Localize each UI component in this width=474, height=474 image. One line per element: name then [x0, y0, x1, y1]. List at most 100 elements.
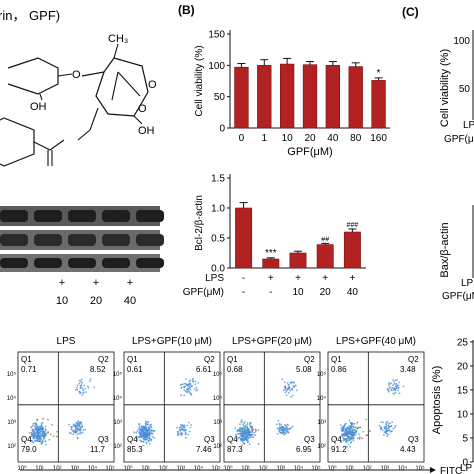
flow-event-dot: [246, 421, 249, 424]
flow-x-tick-label: 10⁴: [88, 465, 98, 472]
quadrant-value: 0.71: [21, 365, 37, 374]
flow-event-dot: [291, 425, 294, 428]
flow-event-dot: [188, 380, 191, 383]
c-row-label: LPS: [463, 120, 474, 131]
flow-plot-frame: [327, 351, 425, 463]
flow-event-dot: [353, 431, 356, 434]
flow-event-dot: [89, 380, 91, 382]
flow-y-tick-label: 10³: [213, 420, 222, 426]
c-viability-ytick: 50: [459, 84, 471, 95]
quadrant-value: 85.3: [127, 445, 143, 454]
apoptosis-tick-label: 20: [457, 362, 469, 373]
flow-event-dot: [388, 425, 391, 428]
flow-event-dot: [289, 389, 292, 392]
quadrant-label: Q3: [204, 435, 215, 444]
flow-event-dot: [31, 435, 34, 438]
flow-x-tick-label: 10⁴: [294, 465, 304, 472]
flow-event-dot: [250, 433, 253, 436]
flow-event-dot: [397, 389, 400, 392]
y-tick-label: 50: [214, 92, 226, 103]
flow-event-dot: [257, 429, 260, 431]
flow-event-dot: [245, 436, 248, 439]
quadrant-value: 5.08: [296, 365, 312, 374]
flow-event-dot: [79, 422, 81, 425]
flow-event-dot: [335, 436, 338, 439]
flow-event-dot: [387, 389, 389, 391]
flow-event-dot: [140, 435, 143, 438]
flow-event-dot: [281, 426, 283, 429]
flow-event-dot: [284, 391, 287, 394]
flow-event-dot: [394, 391, 397, 394]
blot-band: [0, 258, 28, 268]
flow-event-dot: [49, 433, 52, 436]
flow-event-dot: [180, 383, 183, 386]
flow-event-dot: [245, 432, 248, 434]
flow-event-dot: [144, 422, 147, 425]
y-axis-label: Bcl-2/β-actin: [194, 195, 205, 251]
flow-y-tick-label: 10⁴: [213, 395, 223, 402]
flow-event-dot: [180, 394, 182, 396]
flow-event-dot: [291, 394, 294, 397]
flow-event-dot: [248, 432, 251, 435]
flow-event-dot: [148, 439, 151, 442]
flow-y-tick-label: 10⁴: [113, 395, 123, 402]
quadrant-label: Q1: [127, 355, 138, 364]
flow-event-dot: [291, 388, 293, 391]
blot-band: [102, 258, 130, 268]
flow-event-dot: [183, 382, 186, 385]
flow-event-dot: [147, 423, 150, 426]
flow-event-dot: [358, 436, 361, 438]
flow-event-dot: [138, 425, 141, 428]
flow-event-dot: [32, 422, 35, 425]
flow-event-dot: [78, 432, 80, 435]
flow-event-dot: [283, 381, 286, 384]
flow-event-dot: [253, 431, 256, 434]
flow-x-tick-label: 10⁰: [223, 465, 233, 472]
flow-event-dot: [347, 430, 350, 433]
flow-event-dot: [185, 391, 188, 394]
flow-event-dot: [361, 437, 363, 440]
flow-event-dot: [56, 435, 58, 438]
blot-band: [136, 258, 164, 268]
flow-event-dot: [342, 433, 345, 436]
flow-event-dot: [278, 427, 281, 430]
flow-event-dot: [254, 430, 257, 433]
flow-event-dot: [394, 424, 397, 427]
flow-event-dot: [180, 386, 183, 389]
lps-row-mark: -: [242, 273, 245, 284]
flow-event-dot: [283, 431, 286, 434]
flow-event-dot: [354, 428, 357, 431]
flow-event-dot: [35, 423, 38, 426]
flow-event-dot: [348, 419, 351, 422]
flow-event-dot: [28, 431, 31, 434]
flow-event-dot: [186, 388, 189, 391]
flow-event-dot: [82, 392, 84, 395]
flow-event-dot: [288, 387, 290, 390]
apoptosis-tick-label: 5: [462, 434, 468, 445]
cage-bond: [113, 43, 119, 59]
flow-event-dot: [32, 428, 34, 431]
flow-event-dot: [277, 419, 280, 422]
flow-event-dot: [80, 431, 82, 434]
x-tick-label: 20: [304, 133, 316, 144]
flow-event-dot: [139, 439, 142, 441]
flow-event-dot: [240, 421, 243, 423]
flow-y-tick-label: 10⁵: [317, 371, 327, 378]
flow-event-dot: [85, 391, 87, 393]
flow-event-dot: [242, 423, 245, 426]
glycoside-bond: [57, 73, 73, 77]
flow-event-dot: [39, 430, 42, 432]
flow-event-dot: [285, 427, 288, 430]
blot-dose-label: 40: [124, 295, 136, 307]
flow-event-dot: [294, 384, 297, 387]
quadrant-value: 6.95: [296, 445, 312, 454]
flow-event-dot: [276, 427, 279, 429]
quadrant-value: 6.61: [196, 365, 212, 374]
flow-event-dot: [79, 385, 82, 387]
blot-band: [136, 234, 164, 246]
flow-event-dot: [246, 425, 249, 428]
blot-band: [0, 210, 28, 222]
flow-event-dot: [149, 438, 152, 441]
